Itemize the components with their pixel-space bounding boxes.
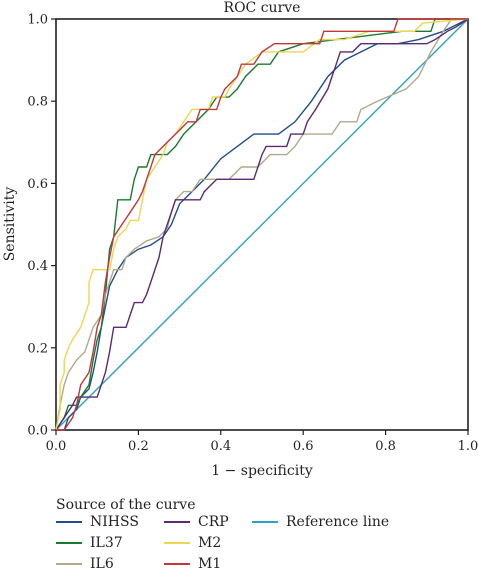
x-tick-label: 0.6 bbox=[293, 439, 314, 454]
chart-title: ROC curve bbox=[224, 0, 301, 16]
y-tick-label: 0.6 bbox=[27, 177, 48, 192]
series-line-nihss bbox=[56, 18, 469, 431]
y-tick-label: 0.0 bbox=[27, 424, 48, 439]
series-line-il37 bbox=[55, 18, 468, 431]
series-line-crp bbox=[55, 18, 469, 431]
legend-label: NIHSS bbox=[90, 514, 139, 530]
y-tick-label: 0.4 bbox=[27, 259, 48, 274]
legend-label: IL6 bbox=[90, 556, 114, 572]
legend-swatch bbox=[164, 521, 190, 523]
x-axis-label: 1 − specificity bbox=[211, 463, 313, 479]
legend-item-crp: CRP bbox=[164, 513, 229, 531]
legend-label: CRP bbox=[198, 514, 229, 530]
series-line-il6 bbox=[55, 18, 468, 431]
legend-item-m2: M2 bbox=[164, 534, 221, 552]
legend-item-m1: M1 bbox=[164, 555, 221, 573]
legend-item-reference-line: Reference line bbox=[252, 513, 389, 531]
y-tick-label: 0.2 bbox=[27, 341, 48, 356]
x-tick-label: 0.2 bbox=[128, 439, 149, 454]
legend-item-il37: IL37 bbox=[56, 534, 123, 552]
y-tick-label: 1.0 bbox=[27, 13, 48, 28]
x-tick-label: 1.0 bbox=[458, 439, 478, 454]
series-line-reference-line bbox=[55, 18, 469, 431]
legend-label: IL37 bbox=[90, 535, 123, 551]
x-tick-label: 0.8 bbox=[375, 439, 396, 454]
legend-item-il6: IL6 bbox=[56, 555, 114, 573]
series-line-m1 bbox=[56, 18, 468, 431]
legend-swatch bbox=[56, 521, 82, 523]
legend-label: M1 bbox=[198, 556, 222, 572]
x-tick-label: 0.0 bbox=[46, 439, 67, 454]
legend-swatch bbox=[56, 542, 82, 544]
plot-area bbox=[55, 18, 469, 431]
series-line-m2 bbox=[55, 18, 469, 431]
legend-swatch bbox=[164, 542, 190, 544]
legend-swatch bbox=[252, 521, 278, 523]
y-axis-label: Sensitivity bbox=[2, 187, 18, 262]
legend-label: M2 bbox=[198, 535, 222, 551]
legend-title: Source of the curve bbox=[56, 497, 196, 513]
legend-swatch bbox=[164, 563, 190, 565]
legend-label: Reference line bbox=[286, 514, 390, 530]
x-tick-label: 0.4 bbox=[210, 439, 231, 454]
y-tick-label: 0.8 bbox=[27, 95, 48, 110]
legend-item-nihss: NIHSS bbox=[56, 513, 139, 531]
legend-swatch bbox=[56, 563, 82, 565]
